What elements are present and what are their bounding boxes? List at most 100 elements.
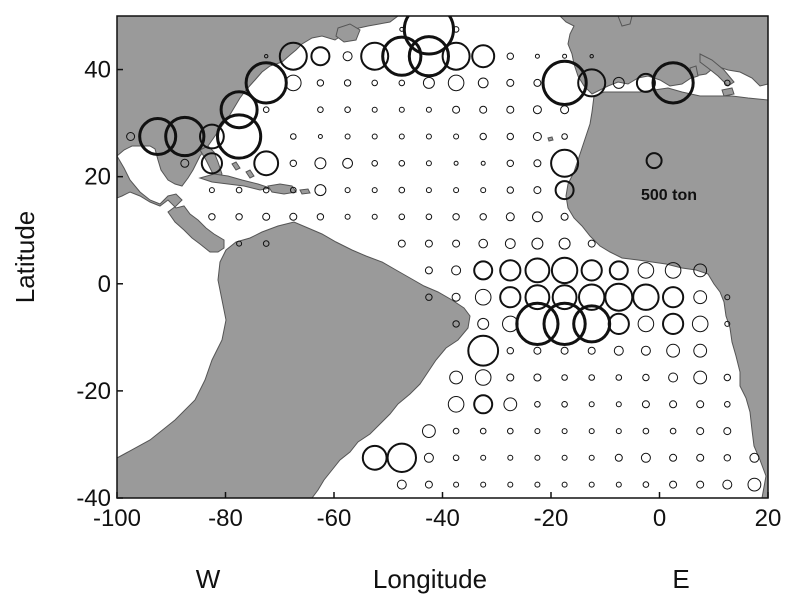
catch-bubble bbox=[452, 105, 461, 114]
catch-bubble bbox=[317, 106, 324, 113]
catch-bubble bbox=[344, 106, 351, 113]
catch-bubble bbox=[244, 61, 288, 105]
x-tick-label: -60 bbox=[317, 505, 352, 532]
catch-bubble bbox=[723, 373, 731, 382]
catch-bubble bbox=[278, 41, 308, 71]
catch-bubble bbox=[551, 284, 578, 311]
canary-islands bbox=[547, 136, 554, 142]
catch-bubble bbox=[550, 148, 580, 178]
hispaniola-island bbox=[267, 183, 297, 195]
catch-bubble bbox=[561, 133, 568, 140]
catch-bubble bbox=[371, 160, 379, 167]
catch-bubble bbox=[724, 401, 731, 408]
catch-bubble bbox=[449, 370, 464, 385]
catch-bubble bbox=[669, 453, 678, 462]
catch-bubble bbox=[506, 186, 514, 194]
catch-bubble bbox=[524, 257, 551, 284]
catch-bubble bbox=[666, 343, 680, 358]
catch-bubble bbox=[693, 263, 708, 278]
puerto-rico-island bbox=[299, 188, 311, 195]
catch-bubble bbox=[424, 480, 433, 489]
catch-bubble bbox=[541, 59, 588, 107]
catch-bubble bbox=[371, 213, 378, 220]
catch-bubble bbox=[588, 428, 595, 435]
catch-bubble bbox=[608, 260, 629, 281]
catch-bubble bbox=[696, 453, 705, 462]
catch-bubble bbox=[424, 239, 433, 248]
catch-bubble bbox=[451, 265, 462, 276]
catch-bubble bbox=[447, 396, 465, 413]
catch-bubble bbox=[398, 186, 406, 194]
catch-bubble bbox=[344, 133, 351, 140]
catch-bubble bbox=[473, 260, 494, 281]
catch-bubble bbox=[642, 481, 650, 488]
catch-bubble bbox=[533, 159, 542, 168]
catch-bubble bbox=[561, 401, 568, 408]
catch-bubble bbox=[208, 187, 215, 194]
catch-bubble bbox=[479, 427, 487, 435]
y-tick-label: -40 bbox=[76, 485, 111, 512]
catch-bubble bbox=[371, 133, 378, 140]
catch-bubble bbox=[724, 294, 731, 301]
catch-bubble bbox=[453, 481, 460, 488]
newfoundland-island bbox=[335, 23, 361, 43]
catch-bubble bbox=[749, 452, 760, 463]
catch-bubble bbox=[290, 133, 297, 140]
catch-bubble bbox=[316, 213, 325, 221]
catch-bubble bbox=[407, 35, 450, 78]
catch-bubble bbox=[637, 262, 655, 279]
catch-bubble bbox=[219, 90, 259, 130]
catch-bubble bbox=[534, 53, 540, 59]
catch-bubble bbox=[499, 259, 522, 282]
catch-bubble bbox=[607, 312, 630, 335]
catch-bubble bbox=[534, 401, 541, 408]
catch-bubble bbox=[747, 477, 762, 492]
east-hemisphere-label: E bbox=[672, 564, 689, 594]
catch-bubble bbox=[317, 134, 323, 139]
catch-bubble bbox=[561, 374, 568, 381]
catch-bubble bbox=[479, 213, 487, 221]
catch-bubble bbox=[507, 454, 514, 461]
catch-bubble bbox=[316, 79, 325, 87]
west-hemisphere-label: W bbox=[196, 564, 221, 594]
catch-bubble bbox=[235, 213, 243, 221]
catch-bubble bbox=[398, 106, 405, 113]
catch-bubble bbox=[453, 187, 460, 194]
catch-bubble bbox=[560, 105, 570, 115]
catch-bubble bbox=[344, 213, 351, 220]
catch-bubble bbox=[453, 160, 459, 166]
catch-bubble bbox=[524, 284, 551, 311]
catch-bubble bbox=[164, 115, 206, 158]
bubbles-layer bbox=[126, 16, 762, 492]
y-tick-label: -20 bbox=[76, 378, 111, 405]
catch-bubble bbox=[477, 317, 490, 330]
catch-bubble bbox=[532, 105, 542, 115]
catch-bubble bbox=[262, 212, 271, 221]
catch-bubble bbox=[506, 159, 514, 168]
catch-bubble bbox=[615, 374, 623, 381]
catch-bubble bbox=[664, 262, 682, 279]
catch-bubble bbox=[651, 61, 695, 105]
catch-bubble bbox=[396, 479, 407, 490]
catch-bubble bbox=[642, 427, 650, 435]
catch-bubble bbox=[342, 51, 353, 62]
catch-bubble bbox=[640, 452, 651, 463]
catch-bubble bbox=[386, 442, 417, 473]
catch-bubble bbox=[534, 428, 541, 435]
catch-bubble bbox=[504, 238, 516, 250]
catch-bubble bbox=[425, 293, 433, 301]
catch-bubble bbox=[399, 26, 405, 32]
catch-bubble bbox=[542, 301, 587, 346]
catch-bubble bbox=[425, 160, 432, 167]
catch-bubble bbox=[264, 54, 269, 59]
catch-bubble bbox=[561, 454, 568, 461]
catch-bubble bbox=[344, 187, 351, 194]
catch-bubble bbox=[662, 312, 685, 335]
catch-bubble bbox=[474, 288, 492, 306]
y-tick-label: 20 bbox=[84, 164, 111, 191]
catch-bubble bbox=[724, 320, 731, 327]
catch-bubble bbox=[424, 266, 433, 275]
catch-bubble bbox=[506, 347, 514, 355]
catch-bubble bbox=[422, 76, 435, 89]
catch-bubble bbox=[554, 180, 575, 201]
